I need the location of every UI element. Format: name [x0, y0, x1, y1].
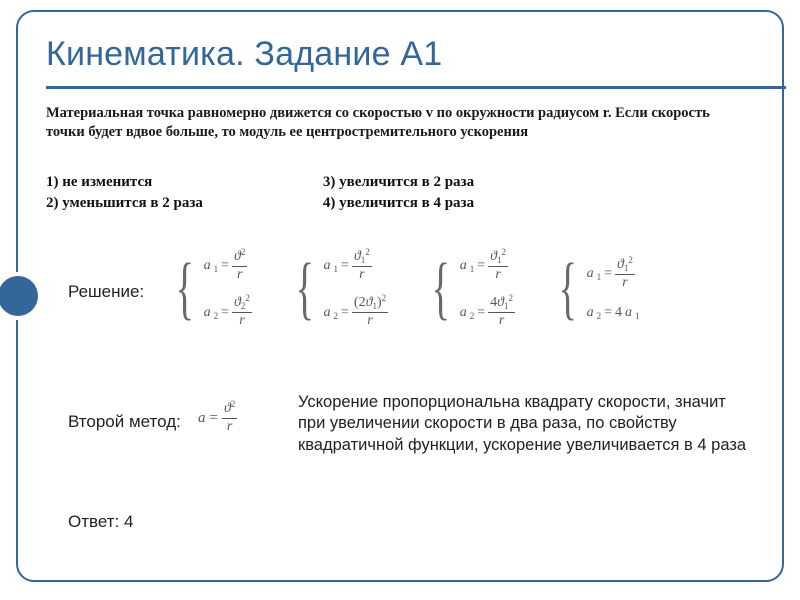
problem-statement: Материальная точка равномерно движется с…: [46, 104, 750, 142]
brace-icon: {: [295, 254, 313, 324]
option-2: 2) уменьшится в 2 раза: [46, 193, 203, 214]
method2-explanation: Ускорение пропорциональна квадрату скоро…: [298, 392, 752, 456]
eq-block-2: { a1= ϑ12r a2= (2ϑ1)2r: [288, 250, 388, 329]
eq-block-1: { a1= ϑ2r a2= ϑ22r: [168, 250, 252, 329]
brace-icon: {: [559, 254, 577, 324]
title-band: Кинематика. Задание А1: [16, 18, 442, 90]
option-1: 1) не изменится: [46, 172, 203, 193]
slide-card: Кинематика. Задание А1 Материальная точк…: [16, 10, 784, 582]
label-solution: Решение:: [68, 282, 144, 302]
single-equation: a= ϑ2r: [198, 402, 237, 434]
title-underline: [46, 86, 786, 89]
bullet-dot: [0, 276, 38, 316]
eq-block-3: { a1= ϑ12r a2= 4ϑ12r: [424, 250, 515, 329]
slide-title: Кинематика. Задание А1: [16, 35, 442, 74]
eq-block-4: { a1= ϑ12r a2=4a1: [551, 250, 640, 329]
equation-row: { a1= ϑ2r a2= ϑ22r { a1= ϑ12r a2= (2ϑ1)2…: [168, 250, 640, 329]
options-col-1: 1) не изменится 2) уменьшится в 2 раза: [46, 172, 203, 214]
option-3: 3) увеличится в 2 раза: [323, 172, 474, 193]
brace-icon: {: [176, 254, 194, 324]
brace-icon: {: [432, 254, 450, 324]
label-answer: Ответ: 4: [68, 512, 133, 532]
option-4: 4) увеличится в 4 раза: [323, 193, 474, 214]
options-col-2: 3) увеличится в 2 раза 4) увеличится в 4…: [323, 172, 474, 214]
label-method2: Второй метод:: [68, 412, 181, 432]
answer-options: 1) не изменится 2) уменьшится в 2 раза 3…: [46, 172, 474, 214]
